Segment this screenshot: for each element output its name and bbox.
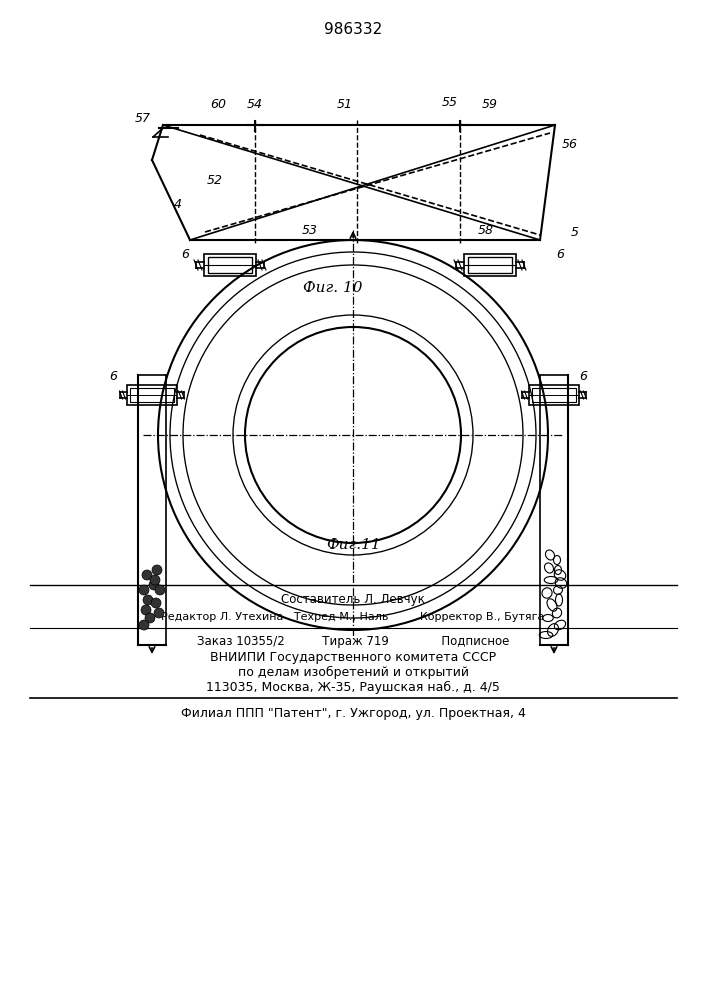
Bar [529,385,579,405]
Circle shape [149,580,159,590]
Circle shape [139,585,149,595]
Text: 55: 55 [442,97,458,109]
Text: 4: 4 [174,198,182,212]
Circle shape [150,575,160,585]
Circle shape [142,570,152,580]
Bar [464,254,516,276]
Text: 54: 54 [247,99,263,111]
Circle shape [141,605,151,615]
Bar [208,257,252,273]
Circle shape [139,620,149,630]
Text: 59: 59 [482,99,498,111]
Text: 113035, Москва, Ж-35, Раушская наб., д. 4/5: 113035, Москва, Ж-35, Раушская наб., д. … [206,680,500,694]
Circle shape [143,595,153,605]
Text: 53: 53 [302,224,318,236]
Text: ВНИИПИ Государственного комитета СССР: ВНИИПИ Государственного комитета СССР [210,650,496,664]
Text: 52: 52 [207,174,223,186]
Text: 60: 60 [210,99,226,111]
Text: 6: 6 [556,248,564,261]
Text: 6: 6 [109,370,117,383]
Text: Филиал ППП "Патент", г. Ужгород, ул. Проектная, 4: Филиал ППП "Патент", г. Ужгород, ул. Про… [180,706,525,720]
Text: 986332: 986332 [324,22,382,37]
Text: Заказ 10355/2          Тираж 719              Подписное: Заказ 10355/2 Тираж 719 Подписное [197,636,509,648]
Circle shape [154,608,164,618]
Circle shape [155,585,165,595]
Bar [532,388,576,402]
Bar [468,257,512,273]
Text: 56: 56 [562,138,578,151]
Circle shape [151,598,161,608]
Text: 58: 58 [478,224,494,236]
Text: Фиг. 10: Фиг. 10 [303,281,363,295]
Text: 51: 51 [337,99,353,111]
Text: Составитель Л. Левчук: Составитель Л. Левчук [281,593,425,606]
Bar [204,254,256,276]
Bar [130,388,174,402]
Text: Фиг.11: Фиг.11 [326,538,380,552]
Text: 5: 5 [571,226,579,238]
Text: 6: 6 [579,370,587,383]
Circle shape [145,613,155,623]
Text: по делам изобретений и открытий: по делам изобретений и открытий [238,665,469,679]
Text: Редактор Л. Утехина   Техред М., Наль         Корректор В., Бутяга: Редактор Л. Утехина Техред М., Наль Корр… [161,612,544,622]
Bar [127,385,177,405]
Text: 6: 6 [181,248,189,261]
Text: 57: 57 [135,111,151,124]
Circle shape [152,565,162,575]
